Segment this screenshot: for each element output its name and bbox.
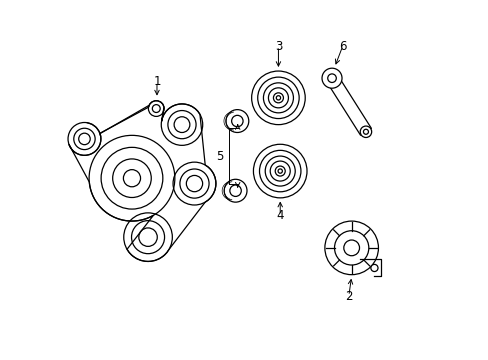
Circle shape [224,179,246,202]
Circle shape [322,68,341,88]
Text: 1: 1 [153,75,161,88]
Text: 3: 3 [274,40,282,53]
Text: 2: 2 [345,289,352,303]
Circle shape [324,221,378,275]
Text: 4: 4 [276,209,284,222]
Circle shape [225,110,248,132]
Text: 6: 6 [338,40,346,53]
Polygon shape [326,75,370,135]
Text: 5: 5 [216,149,224,163]
Circle shape [370,264,377,271]
Circle shape [360,126,371,138]
